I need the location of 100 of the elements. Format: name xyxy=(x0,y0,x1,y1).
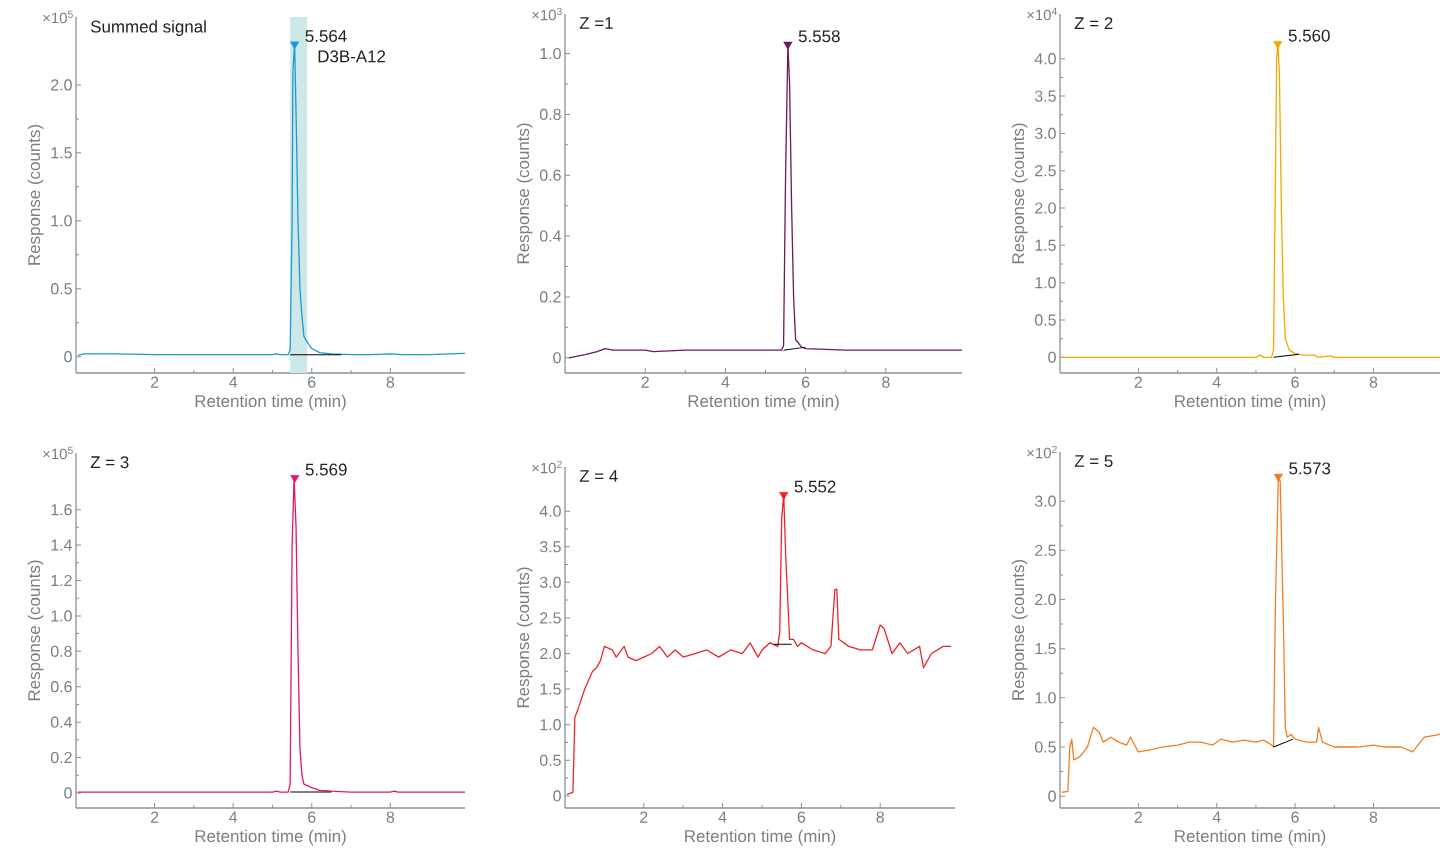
y-tick-label: 0.4 xyxy=(50,716,73,728)
text: ×10$^{5}$ xyxy=(43,446,73,460)
y-tick-label: 2.5 xyxy=(1035,165,1056,177)
y-tick-label: 2.0 xyxy=(540,647,561,660)
x-tick-label: 6 xyxy=(308,811,316,823)
y-axis-title: Response (counts) xyxy=(516,123,533,264)
y-tick-label: 2.0 xyxy=(1035,593,1056,606)
y-tick-label: 0.4 xyxy=(539,230,562,242)
text: ×10$^{3}$ xyxy=(532,7,562,21)
x-tick-label: 8 xyxy=(386,811,395,823)
y-tick-label: 1.0 xyxy=(1035,277,1056,289)
y-tick-label: 1.0 xyxy=(540,719,561,731)
y-tick-label: 2.5 xyxy=(1035,544,1056,556)
y-tick-label: 0.5 xyxy=(50,283,72,295)
y-tick-label: 0 xyxy=(1048,790,1056,802)
annotation: 5.569 xyxy=(305,463,347,476)
y-tick-label: 1.5 xyxy=(51,147,72,159)
y-tick-label: 0.2 xyxy=(50,751,72,764)
y-tick-label: 2.0 xyxy=(51,79,72,91)
annotation: 5.558 xyxy=(798,30,840,43)
y-tick-label: 2.0 xyxy=(1035,202,1056,214)
x-tick-label: 2 xyxy=(1134,811,1143,823)
y-tick-label: 0 xyxy=(553,790,561,802)
x-tick-label: 4 xyxy=(1212,376,1221,388)
annotation: Z = 4 xyxy=(579,470,618,482)
annotation: Z = 5 xyxy=(1074,455,1113,468)
x-tick-label: 8 xyxy=(882,376,890,388)
x-tick-label: 6 xyxy=(1291,376,1299,388)
x-axis-title: Retention time (min) xyxy=(685,829,836,846)
x-axis-title: Retention time (min) xyxy=(688,394,839,411)
x-tick-label: 2 xyxy=(1134,376,1143,388)
y-tick-label: 4.0 xyxy=(539,505,561,517)
text: ×10$^{4}$ xyxy=(1027,7,1058,21)
x-tick-label: 2 xyxy=(150,376,159,388)
y-tick-label: 0.5 xyxy=(1034,314,1056,326)
x-tick-label: 6 xyxy=(1291,811,1299,823)
y-tick-label: 3.0 xyxy=(539,576,561,588)
x-tick-label: 8 xyxy=(1369,376,1378,388)
y-axis-title: Response (counts) xyxy=(1011,123,1028,264)
y-axis-title: Response (counts) xyxy=(27,560,44,701)
y-tick-label: 1.0 xyxy=(51,215,72,227)
y-tick-label: 1.0 xyxy=(1035,692,1056,704)
y-tick-label: 3.0 xyxy=(1034,127,1056,140)
x-tick-label: 4 xyxy=(718,811,727,823)
x-tick-label: 8 xyxy=(386,376,395,388)
y-tick-label: 0.6 xyxy=(539,169,561,181)
y-tick-label: 1.5 xyxy=(540,683,561,695)
y-tick-label: 3.0 xyxy=(1034,495,1056,507)
text: ×10$^{2}$ xyxy=(532,460,562,474)
annotation: 5.552 xyxy=(794,480,836,493)
annotation: 5.573 xyxy=(1289,462,1331,475)
y-axis-title: Response (counts) xyxy=(516,567,533,708)
y-tick-label: 4.0 xyxy=(1034,53,1056,65)
annotation: Z = 2 xyxy=(1074,17,1113,30)
x-tick-label: 4 xyxy=(1212,811,1221,823)
text: ×10$^{2}$ xyxy=(1027,445,1057,459)
y-tick-label: 1.4 xyxy=(51,539,73,551)
text: ×10$^{5}$ xyxy=(43,10,73,24)
x-tick-label: 2 xyxy=(640,811,648,823)
y-tick-label: 2.5 xyxy=(540,612,561,624)
y-tick-label: 1.0 xyxy=(51,610,72,622)
x-tick-label: 8 xyxy=(876,811,884,823)
y-tick-label: 0.8 xyxy=(539,108,561,121)
x-tick-label: 8 xyxy=(1369,811,1378,823)
y-tick-label: 0 xyxy=(553,352,561,364)
x-axis-title: Retention time (min) xyxy=(195,829,346,846)
x-tick-label: 4 xyxy=(229,811,238,823)
y-tick-label: 0.5 xyxy=(1034,741,1056,753)
y-tick-label: 0 xyxy=(64,787,72,799)
annotation: Summed signal xyxy=(90,20,206,36)
y-tick-label: 1.6 xyxy=(51,504,72,516)
y-tick-label: 3.5 xyxy=(1034,90,1056,102)
annotation: Z =1 xyxy=(579,17,613,29)
x-tick-label: 4 xyxy=(229,376,238,388)
annotation: 5.560 xyxy=(1288,29,1330,42)
x-tick-label: 6 xyxy=(308,376,316,388)
y-tick-label: 1.0 xyxy=(540,47,561,60)
y-tick-label: 0 xyxy=(64,351,72,363)
y-tick-label: 1.5 xyxy=(1035,643,1056,655)
annotation: Z = 3 xyxy=(90,456,129,469)
y-tick-label: 0.6 xyxy=(50,681,72,693)
x-tick-label: 2 xyxy=(641,376,649,388)
annotation: 5.564 xyxy=(305,29,347,42)
x-tick-label: 6 xyxy=(802,376,810,388)
y-tick-label: 1.2 xyxy=(51,574,72,587)
y-axis-title: Response (counts) xyxy=(1011,560,1028,700)
x-tick-label: 4 xyxy=(721,376,730,388)
y-axis-title: Response (counts) xyxy=(27,124,44,265)
x-axis-title: Retention time (min) xyxy=(1175,829,1326,846)
x-axis-title: Retention time (min) xyxy=(195,394,346,411)
x-tick-label: 2 xyxy=(150,811,159,823)
y-tick-label: 1.5 xyxy=(1035,239,1056,251)
y-tick-label: 0.5 xyxy=(539,754,561,766)
y-tick-label: 0.2 xyxy=(539,291,561,303)
annotation: D3B-A12 xyxy=(318,50,386,63)
y-tick-label: 3.5 xyxy=(539,541,561,553)
y-tick-label: 0.8 xyxy=(50,645,72,657)
y-tick-label: 0 xyxy=(1048,351,1056,363)
x-tick-label: 6 xyxy=(797,811,806,823)
x-axis-title: Retention time (min) xyxy=(1175,394,1326,411)
